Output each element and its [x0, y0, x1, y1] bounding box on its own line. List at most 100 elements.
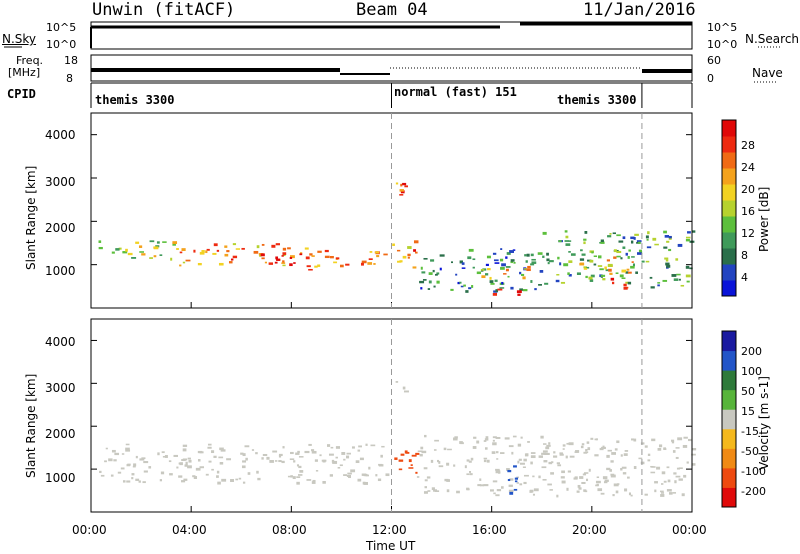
power-cell [576, 272, 581, 275]
power-cell [309, 253, 313, 256]
power-region-0 [98, 240, 179, 261]
velocity-cell [547, 483, 552, 486]
power-cell [500, 248, 503, 250]
velocity-cell [661, 483, 664, 485]
power-cell [609, 232, 612, 235]
velocity-cell [377, 478, 382, 482]
power-cbar-tick-16: 16 [741, 205, 755, 218]
power-cell [593, 255, 598, 258]
velocity-cell [529, 489, 534, 493]
power-cell [501, 263, 506, 267]
velocity-cell [522, 466, 526, 468]
velocity-cell [512, 435, 517, 438]
velocity-cell [460, 442, 464, 445]
power-cell [489, 276, 492, 280]
velocity-cell [541, 466, 547, 469]
velocity-cell [187, 465, 192, 469]
velocity-cell [628, 492, 631, 496]
nsky-label: N.Sky [2, 32, 37, 46]
velocity-cell [484, 438, 489, 441]
velocity-cell [421, 450, 427, 454]
velocity-cell [121, 453, 125, 455]
velocity-cell [346, 474, 351, 478]
power-cell [199, 251, 205, 255]
velocity-cell [100, 474, 105, 477]
velocity-cell [661, 471, 666, 475]
velocity-cell [176, 466, 179, 469]
power-cell [525, 260, 528, 263]
velocity-cell [466, 459, 470, 462]
velocity-cell [242, 481, 246, 484]
power-cell [271, 244, 276, 248]
velocity-cell [398, 459, 404, 462]
velocity-cell [495, 451, 499, 454]
power-cbar-label: Power [dB] [757, 186, 771, 252]
velocity-cbar-tick-100: 100 [741, 365, 762, 378]
velocity-cell [559, 452, 563, 455]
power-cell [638, 249, 642, 253]
power-cell [530, 253, 534, 257]
power-cell [400, 183, 403, 187]
velocity-cell [304, 450, 310, 454]
power-cell [392, 243, 395, 246]
velocity-cell [272, 450, 278, 453]
velocity-cell [466, 487, 470, 491]
velocity-ytick-4000: 4000 [45, 335, 76, 349]
velocity-cell [683, 474, 687, 478]
power-cell [400, 190, 405, 194]
velocity-cell [594, 438, 598, 441]
velocity-cell [681, 493, 685, 497]
velocity-cell [543, 443, 547, 445]
power-cell [526, 253, 530, 257]
velocity-cell [557, 464, 562, 467]
velocity-cell [533, 488, 539, 492]
velocity-cell [363, 481, 369, 485]
power-cell [678, 278, 681, 281]
power-cell [287, 247, 291, 250]
power-cell [519, 288, 523, 291]
power-cell [530, 280, 533, 283]
power-cell [631, 261, 634, 263]
power-cell [671, 274, 677, 277]
nsky-tick-top: 10^5 [46, 21, 77, 34]
power-cell [585, 275, 588, 279]
power-cell [625, 252, 628, 256]
velocity-cell [278, 454, 282, 458]
power-cbar-tick-24: 24 [741, 161, 755, 174]
velocity-cell [346, 452, 351, 455]
velocity-colorbar-swatch [722, 350, 736, 371]
velocity-cell [584, 490, 588, 493]
power-cell [422, 279, 427, 281]
nsearch-tick-bottom: 10^0 [707, 38, 738, 51]
velocity-cell [516, 482, 519, 484]
velocity-cell [126, 480, 131, 483]
velocity-region-2 [395, 381, 409, 393]
power-cell [324, 255, 330, 259]
velocity-cell [466, 473, 470, 476]
velocity-cell [538, 475, 541, 479]
velocity-cell [120, 467, 125, 470]
velocity-cell [187, 457, 191, 460]
power-cell [627, 281, 632, 285]
velocity-cell [199, 466, 205, 469]
power-cell [507, 275, 510, 278]
velocity-cell [633, 466, 637, 470]
power-cell [560, 281, 566, 284]
velocity-cell [216, 470, 220, 474]
velocity-cell [398, 468, 403, 471]
power-cell [510, 286, 514, 290]
power-cell [602, 278, 606, 281]
power-cell [583, 267, 588, 270]
power-cell [299, 252, 303, 255]
velocity-cell [345, 455, 350, 459]
power-cell [268, 262, 274, 265]
power-cell [627, 256, 630, 259]
velocity-cell [230, 479, 234, 482]
velocity-cell [565, 455, 568, 459]
power-cell [522, 276, 526, 280]
power-cell [605, 269, 610, 272]
velocity-cell [545, 446, 550, 450]
velocity-cbar-tick-15: 15 [741, 405, 755, 418]
velocity-cell [492, 480, 498, 483]
velocity-cell [520, 462, 525, 465]
